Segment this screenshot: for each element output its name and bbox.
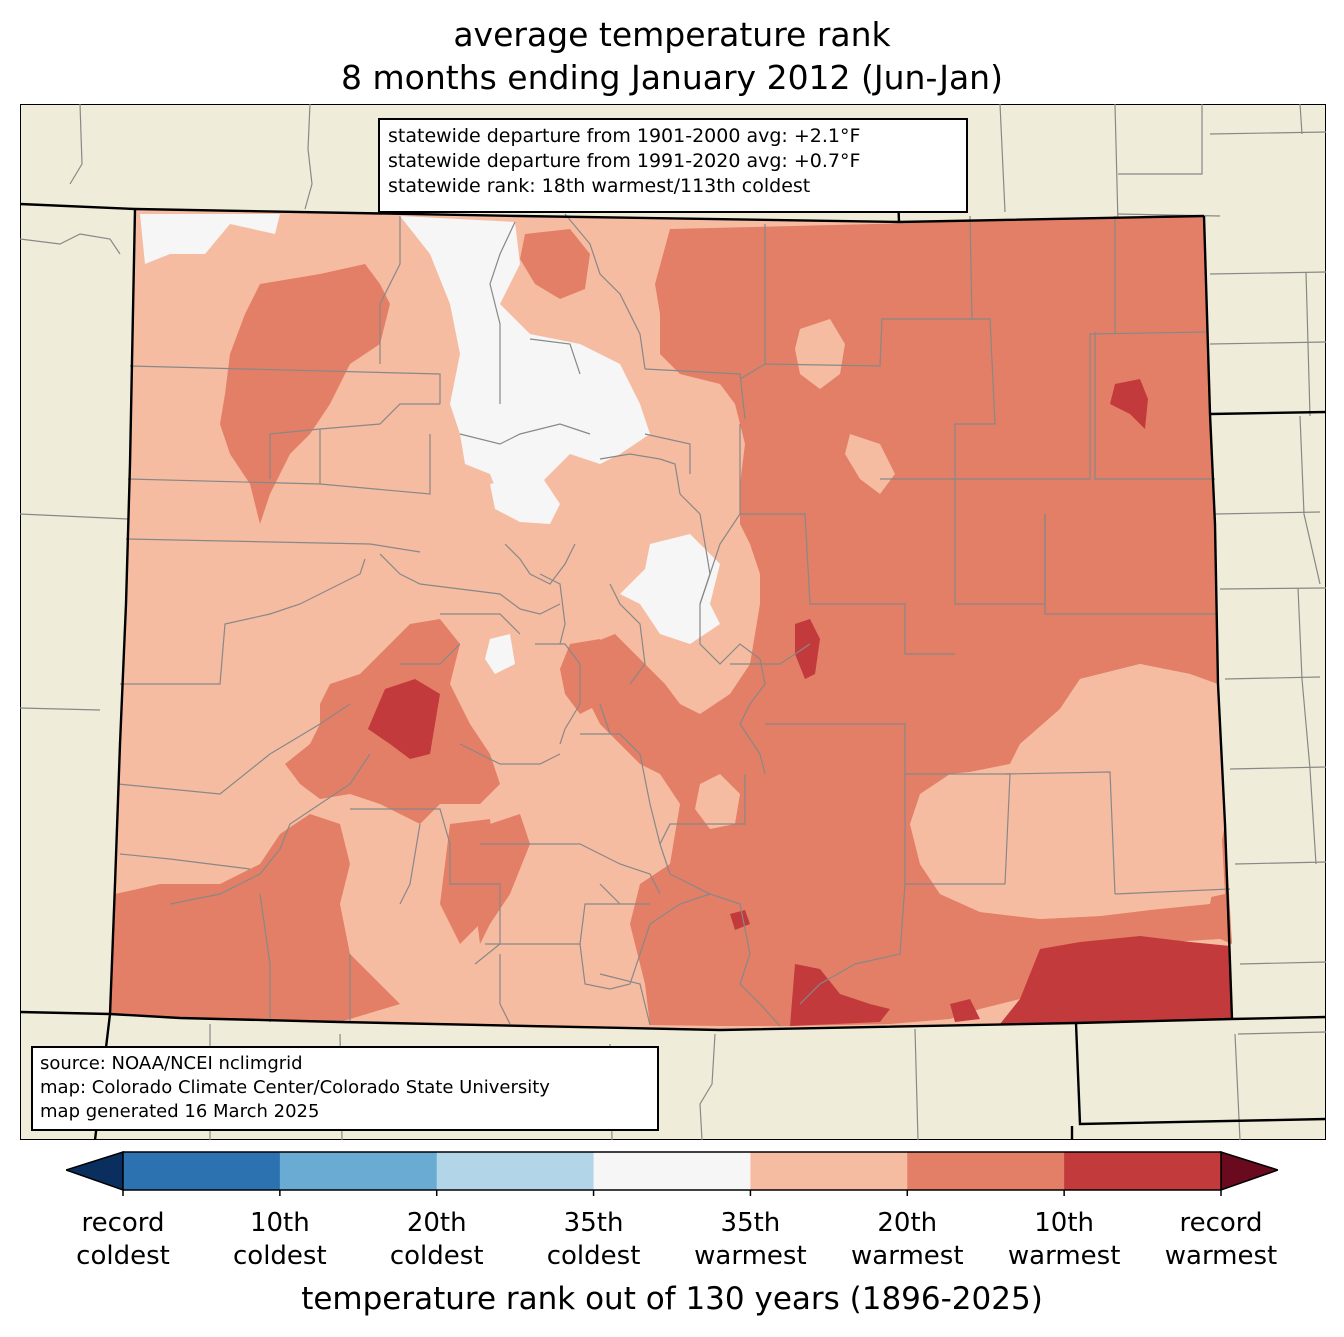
colorbar-tick-label-bottom: warmest [694,1241,807,1271]
colorbar-segment [907,1152,1065,1190]
colorado-map [20,104,1326,1140]
neighbor-county-lines [20,104,1326,1140]
colorbar-tick-label-bottom: warmest [1007,1241,1121,1271]
colorbar [66,1150,1278,1196]
colorbar-under-arrow [66,1150,124,1192]
colorbar-tick-label: 10th coldest [200,1207,360,1273]
colorbar-tick-label-top: record [81,1208,165,1238]
colorbar-tick-label: 35th coldest [514,1207,674,1273]
colorbar-segment [436,1152,595,1190]
colorbar-tick-label: 35th warmest [670,1207,830,1273]
near-normal-regions [140,214,720,674]
colorbar-tick-label: record warmest [1141,1207,1301,1273]
colorbar-over-arrow [1220,1150,1278,1192]
source-line: source: NOAA/NCEI nclimgrid [40,1053,303,1074]
map-panel [20,104,1326,1140]
statewide-stats-box: statewide departure from 1901-2000 avg: … [378,118,968,213]
stats-departure-1901-2000: statewide departure from 1901-2000 avg: … [388,125,861,147]
colorbar-segment [123,1152,281,1190]
colorbar-tick-label-top: 10th [249,1208,310,1238]
colorbar-tick-label-bottom: coldest [389,1241,484,1271]
colorbar-tick-label: 20th warmest [827,1207,987,1273]
map-credit-line: map: Colorado Climate Center/Colorado St… [40,1077,550,1098]
colorbar-tick-label: 10th warmest [984,1207,1144,1273]
colorbar-tick-label-top: 35th [563,1208,624,1238]
colorado-county-lines [117,213,1231,1027]
colorbar-segment [593,1152,751,1190]
colorbar-segment [279,1152,438,1190]
colorbar-tick-label-top: 20th [877,1208,938,1238]
colorbar-tick-label-bottom: coldest [233,1241,327,1271]
colorbar-tick-label-bottom: warmest [851,1241,964,1271]
colorbar-tick-label-bottom: coldest [76,1241,170,1271]
colorbar-tick-label-top: 35th [720,1208,781,1238]
map-subtitle: 8 months ending January 2012 (Jun-Jan) [341,58,1003,97]
source-box: source: NOAA/NCEI nclimgrid map: Colorad… [31,1046,659,1131]
colorbar-tick-label-top: 20th [406,1208,467,1238]
warm-35th-islands [695,319,1225,919]
colorbar-tick-label-bottom: coldest [546,1241,641,1271]
colorbar-tick-label: 20th coldest [357,1207,517,1273]
stats-departure-1991-2020: statewide departure from 1991-2020 avg: … [388,150,861,172]
state-boundaries [20,193,1326,1140]
warm-10th-regions [368,379,1232,1026]
stats-statewide-rank: statewide rank: 18th warmest/113th colde… [388,175,811,197]
generated-date-line: map generated 16 March 2025 [40,1101,320,1122]
colorbar-tick-label: record coldest [43,1207,203,1273]
colorbar-tick-label-top: 10th [1034,1208,1095,1238]
map-title: average temperature rank [453,15,891,54]
colorbar-tick-label-bottom: warmest [1164,1241,1278,1271]
colorbar-tick-label-top: record [1179,1208,1263,1238]
colorbar-title: temperature rank out of 130 years (1896-… [301,1281,1043,1317]
colorbar-segment [750,1152,908,1190]
colorbar-segment [1064,1152,1222,1190]
